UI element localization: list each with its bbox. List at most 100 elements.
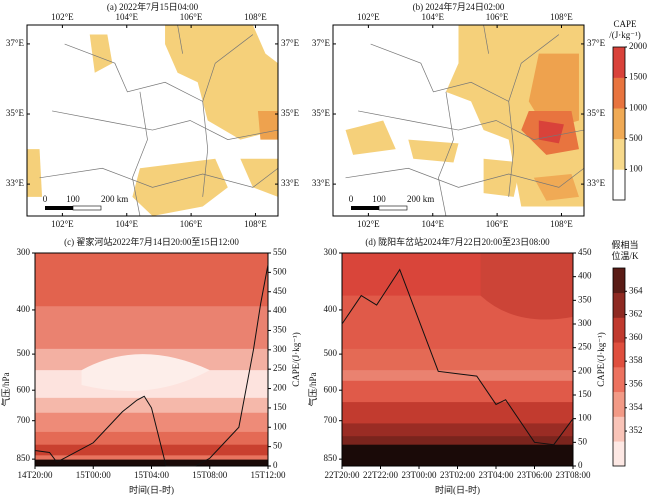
x-tick-label: 106°E	[180, 219, 203, 229]
colorbar-title: /(J·kg⁻¹)	[609, 30, 640, 40]
boundary	[358, 110, 585, 140]
theta-band	[342, 444, 573, 467]
y2-tick-label: 0	[273, 460, 278, 470]
x-tick-label: 108°E	[244, 12, 267, 22]
y-tick-label: 600	[17, 384, 31, 394]
y-tick-label: 37°E	[6, 38, 25, 48]
y-tick-label: 35°E	[281, 108, 300, 118]
cape-line	[341, 268, 574, 446]
boundary	[39, 167, 279, 188]
theta-band	[342, 370, 573, 382]
y-tick-label: 37°E	[281, 38, 300, 48]
map-frame	[332, 24, 585, 217]
colorbar-segment	[613, 441, 625, 467]
x-tick-label: 23T06:00	[517, 470, 552, 480]
y-tick-label: 600	[324, 384, 338, 394]
x-tick-label: 104°E	[421, 219, 444, 229]
x-tick-label: 108°E	[550, 219, 573, 229]
scale-bar	[72, 205, 102, 211]
x-tick-label: 22T20:00	[325, 470, 360, 480]
theta-band	[35, 444, 268, 456]
x-tick-label: 22T22:00	[363, 470, 398, 480]
colorbar-segment	[613, 47, 625, 78]
cape-area	[27, 149, 43, 197]
x-tick-label: 14T20:00	[18, 470, 53, 480]
y2-tick-label: 450	[273, 286, 287, 296]
scale-label: 200 km	[101, 194, 128, 204]
x-axis-label: 时间(日-时)	[129, 484, 174, 495]
x-tick-label: 15T12:00	[251, 470, 286, 480]
x-tick-label: 104°E	[115, 12, 138, 22]
theta-band	[35, 253, 268, 307]
colorbar-tick-label: 352	[629, 425, 643, 435]
y2-tick-label: 100	[578, 413, 592, 423]
x-tick-label: 106°E	[180, 12, 203, 22]
y-tick-label: 500	[324, 348, 338, 358]
x-tick-label: 104°E	[421, 12, 444, 22]
x-tick-label: 108°E	[244, 219, 267, 229]
y-tick-label: 700	[17, 415, 31, 425]
colorbar-segment	[613, 292, 625, 318]
y2-tick-label: 450	[578, 247, 592, 257]
y-tick-label: 33°E	[312, 178, 331, 188]
y-tick-label: 850	[17, 453, 31, 463]
boundary	[202, 101, 209, 197]
y-tick-label: 35°E	[312, 108, 331, 118]
y2-tick-label: 200	[273, 383, 287, 393]
y-tick-label: 33°E	[281, 178, 300, 188]
cape-area	[89, 34, 113, 73]
colorbar-segment	[613, 108, 625, 140]
boundary	[438, 91, 454, 217]
y2-tick-label: 50	[578, 436, 588, 446]
colorbar-tick-label: 358	[629, 355, 643, 365]
x-tick-label: 104°E	[115, 219, 138, 229]
theta-band	[480, 253, 573, 320]
y-tick-label: 300	[324, 247, 338, 257]
colorbar-segment	[613, 138, 625, 170]
panel-title: (c) 翟家河站2022年7月14日20:00至15日12:00	[64, 236, 239, 247]
y2-tick-label: 550	[273, 247, 287, 257]
x-tick-label: 102°E	[357, 12, 380, 22]
scale-bar	[378, 205, 408, 211]
x-tick-label: 106°E	[486, 219, 509, 229]
y2-tick-label: 300	[273, 344, 287, 354]
theta-band	[342, 423, 573, 437]
y-tick-label: 33°E	[6, 178, 25, 188]
y-tick-label: 500	[17, 348, 31, 358]
theta-band	[342, 348, 573, 371]
colorbar-segment	[613, 367, 625, 393]
colorbar-tick-label: 354	[629, 402, 643, 412]
boundary	[64, 34, 254, 102]
x-tick-label: 15T00:00	[76, 470, 111, 480]
colorbar-segment	[613, 342, 625, 368]
x-tick-label: 23T04:00	[479, 470, 514, 480]
scale-label: 0	[349, 194, 354, 204]
colorbar-tick-label: 360	[629, 332, 643, 342]
cape-area	[132, 158, 228, 216]
theta-band	[35, 397, 268, 414]
colorbar-segment	[613, 77, 625, 109]
panel-title: (b) 2024年7月24日02:00	[413, 1, 505, 12]
colorbar-frame	[612, 267, 626, 467]
boundary	[52, 110, 279, 140]
y-tick-label: 37°E	[312, 38, 331, 48]
x-tick-label: 15T04:00	[134, 470, 169, 480]
scale-label: 200 km	[407, 194, 434, 204]
y-axis-label: 气压/hPa	[0, 372, 11, 406]
y-tick-label: 400	[324, 304, 338, 314]
cape-area	[240, 158, 278, 197]
y2-tick-label: 50	[273, 441, 283, 451]
y2-axis-label: CAPE/(J·kg⁻¹)	[596, 332, 606, 386]
y2-axis-label: CAPE/(J·kg⁻¹)	[291, 332, 301, 386]
theta-band	[35, 306, 268, 350]
theta-band	[35, 412, 268, 433]
colorbar-segment	[613, 268, 625, 294]
boundary	[177, 24, 183, 54]
y-tick-label: 33°E	[587, 178, 606, 188]
theta-band	[342, 436, 573, 446]
colorbar-tick-label: 362	[629, 309, 643, 319]
y2-tick-label: 400	[578, 271, 592, 281]
y-axis-label: 气压/hPa	[307, 372, 318, 406]
boundary	[132, 91, 148, 217]
